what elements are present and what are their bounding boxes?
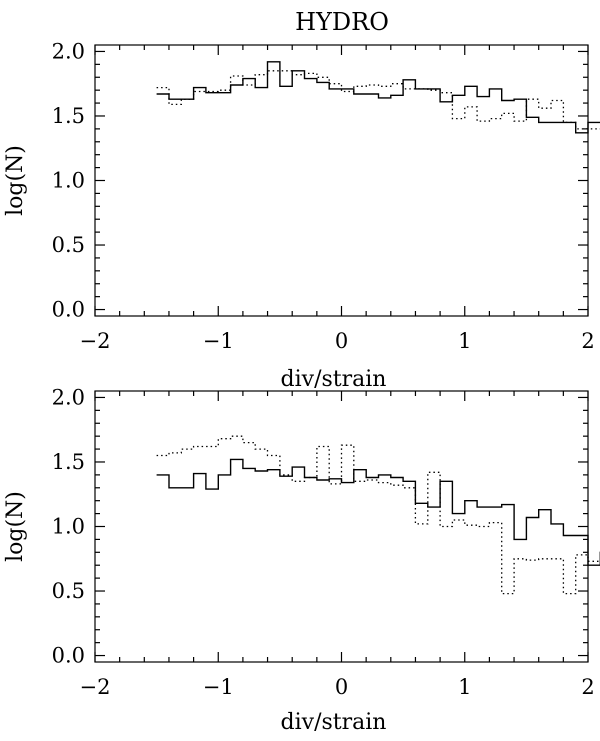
series-solid-line <box>156 458 600 566</box>
x-tick-label: −1 <box>203 675 234 699</box>
chart-title: HYDRO <box>295 8 389 36</box>
y-tick-label: 0.0 <box>52 298 85 322</box>
y-tick-label: 2.0 <box>52 385 85 409</box>
y-axis-label: log(N) <box>3 145 28 216</box>
y-tick-label: 1.0 <box>52 515 85 539</box>
x-tick-label: 0 <box>335 329 348 353</box>
x-tick-label: 2 <box>581 329 594 353</box>
series-dotted-line <box>156 70 600 130</box>
x-axis-label: div/strain <box>281 367 387 392</box>
y-tick-label: 0.5 <box>52 579 85 603</box>
y-tick-label: 0.0 <box>52 644 85 668</box>
y-tick-label: 2.0 <box>52 39 85 63</box>
x-tick-label: 0 <box>335 675 348 699</box>
y-tick-label: 1.5 <box>52 450 85 474</box>
panel-bottom: −2 −1 0 1 2 0.0 0.5 1.0 1.5 2.0 div/strain log(N) <box>3 385 600 735</box>
x-tick-label: −2 <box>80 329 111 353</box>
series-solid-line <box>156 61 600 134</box>
y-tick-label: 1.5 <box>52 104 85 128</box>
x-tick-label: −1 <box>203 329 234 353</box>
x-tick-label: −2 <box>80 675 111 699</box>
x-tick-label: 2 <box>581 675 594 699</box>
x-axis-label: div/strain <box>281 710 387 735</box>
y-tick-label: 1.0 <box>52 169 85 193</box>
panel-top: −2 −1 0 1 2 0.0 0.5 1.0 1.5 2.0 div/strain log(N) <box>3 39 600 392</box>
series-dotted-line <box>156 435 600 595</box>
x-tick-label: 1 <box>458 329 471 353</box>
y-axis-label: log(N) <box>3 491 28 562</box>
y-tick-label: 0.5 <box>52 233 85 257</box>
x-tick-label: 1 <box>458 675 471 699</box>
